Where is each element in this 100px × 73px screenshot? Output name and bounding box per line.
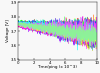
Y-axis label: Voltage [V]: Voltage [V] (6, 20, 10, 42)
X-axis label: Time/ping (x 10^3): Time/ping (x 10^3) (38, 65, 78, 69)
